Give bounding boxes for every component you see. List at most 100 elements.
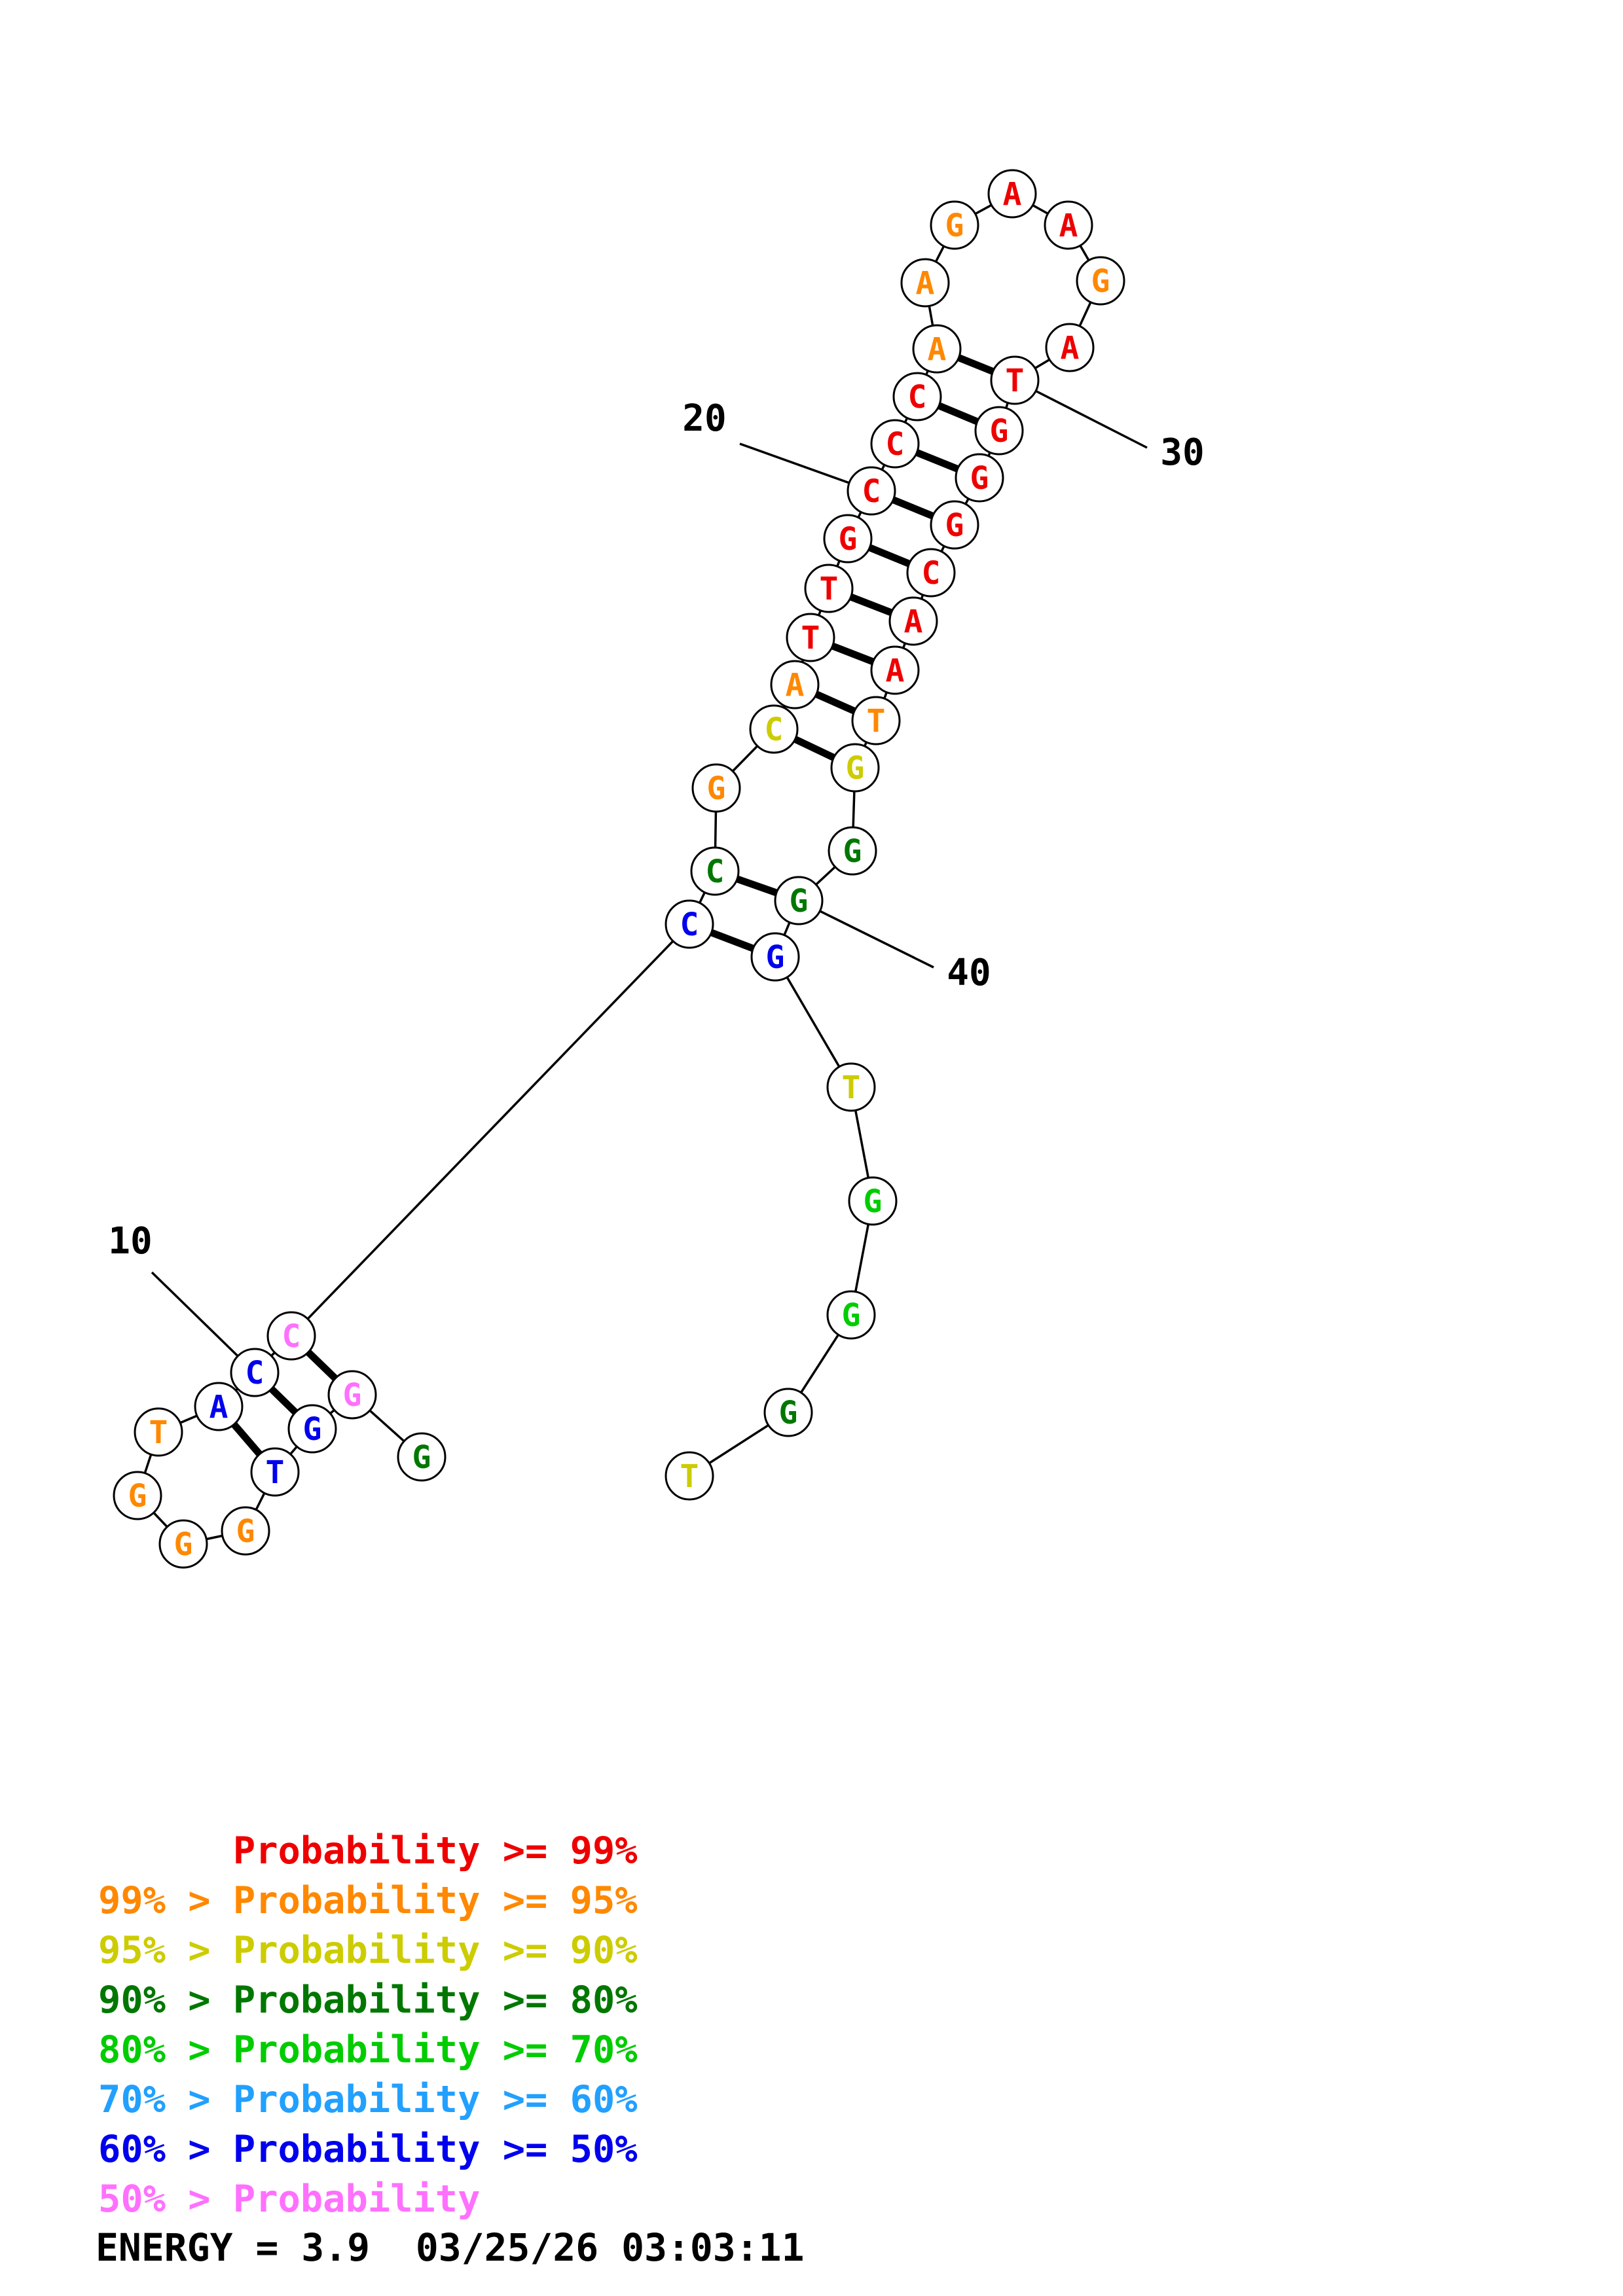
nucleotide-circle [1076, 256, 1125, 306]
nucleotide-circle [987, 169, 1037, 219]
position-label: 10 [108, 1220, 152, 1263]
nucleotide-circle [230, 1348, 280, 1397]
nucleotide-circle [266, 1311, 316, 1361]
base-letter: T [842, 1069, 861, 1106]
base-letter: G [128, 1478, 147, 1515]
base-letter: T [266, 1454, 285, 1491]
legend-row: 80% > Probability >= 70% [98, 2028, 638, 2072]
base-letter: G [970, 460, 989, 497]
base-letter: A [916, 265, 935, 302]
position-label: 20 [682, 397, 726, 440]
base-letter: C [246, 1355, 264, 1391]
nucleotide-circle [870, 645, 920, 695]
nucleotide-circle [906, 548, 956, 598]
base-letter: G [842, 1297, 861, 1334]
energy-status: ENERGY = 3.9 03/25/26 03:03:11 [96, 2225, 805, 2270]
legend-row: Probability >= 99% [98, 1829, 638, 1873]
base-letter: C [282, 1318, 301, 1355]
base-letter: C [862, 473, 881, 510]
base-letter: G [1091, 263, 1110, 300]
nucleotide-circle [930, 500, 979, 550]
legend-row: 60% > Probability >= 50% [98, 2128, 638, 2171]
base-letter: A [1059, 207, 1078, 244]
base-letter: G [174, 1526, 193, 1563]
base-letter: T [1006, 363, 1025, 399]
nucleotide-circle [851, 696, 901, 745]
probability-legend: Probability >= 99% 99% > Probability >= 9… [98, 1826, 638, 2224]
nucleotide-circle [287, 1404, 337, 1454]
base-letter: G [846, 750, 865, 787]
legend-row: 50% > Probability [98, 2178, 481, 2221]
base-letter: A [904, 603, 923, 640]
nucleotide-circle [848, 1176, 898, 1226]
nucleotide-circle [750, 932, 800, 982]
position-label: 40 [947, 952, 991, 994]
nucleotide-circle [194, 1382, 244, 1431]
base-letter: A [886, 653, 905, 689]
legend-row: 70% > Probability >= 60% [98, 2078, 638, 2121]
nucleotide-circle [847, 466, 896, 516]
nucleotide-circle [1044, 200, 1093, 250]
pointer-line [798, 899, 934, 969]
nucleotide-circle [955, 453, 1004, 503]
base-letter: A [1003, 176, 1022, 213]
base-letter: A [928, 331, 947, 368]
nucleotide-circle [1045, 323, 1095, 372]
base-letter: G [864, 1183, 883, 1220]
base-letter: G [843, 833, 862, 870]
nucleotide-circle [690, 846, 740, 896]
base-letter: C [680, 906, 699, 943]
legend-row: 99% > Probability >= 95% [98, 1879, 638, 1922]
nucleotide-circle [327, 1370, 377, 1420]
nucleotide-circle [870, 419, 920, 469]
nucleotide-circle [749, 704, 799, 754]
nucleotide-circle [823, 514, 873, 564]
base-letter: G [303, 1411, 322, 1448]
base-letter: T [820, 571, 839, 607]
pointer-line [1014, 379, 1148, 449]
nucleotide-circle [900, 258, 950, 308]
nucleotide-circle [250, 1447, 300, 1497]
nucleotide-circle [786, 613, 835, 662]
nucleotide-circle [770, 660, 820, 709]
nucleotide-circle [804, 564, 854, 613]
backbone-line [290, 923, 691, 1337]
nucleotide-circle [826, 1290, 876, 1340]
base-letter: G [945, 507, 964, 544]
nucleotide-circle [888, 596, 938, 646]
base-letter: A [786, 667, 805, 704]
position-label: 30 [1160, 431, 1204, 474]
legend-row: 90% > Probability >= 80% [98, 1979, 638, 2022]
base-letter: C [886, 426, 905, 463]
nucleotide-circle [665, 1451, 714, 1501]
base-letter: G [412, 1439, 431, 1476]
nucleotide-circle [912, 324, 962, 374]
base-letter: C [706, 853, 725, 890]
legend-row: 95% > Probability >= 90% [98, 1929, 638, 1972]
nucleotide-circle [134, 1407, 183, 1457]
base-letter: G [707, 770, 726, 807]
nucleotide-circle [691, 763, 741, 813]
base-letter: G [945, 207, 964, 244]
base-letter: G [990, 413, 1009, 450]
nucleotide-circle [113, 1471, 162, 1520]
base-letter: A [210, 1389, 228, 1426]
nucleotide-circle [763, 1388, 813, 1437]
nucleotide-circle [221, 1506, 270, 1556]
base-letter: C [765, 711, 784, 748]
base-letter: A [1061, 330, 1080, 367]
nucleotide-circle [892, 372, 942, 422]
nucleotide-circle [774, 876, 824, 925]
nucleotide-circle [830, 743, 880, 793]
base-letter: G [839, 521, 858, 558]
nucleotide-circle [930, 200, 979, 250]
base-letter: G [779, 1395, 798, 1431]
base-letter: C [908, 379, 927, 416]
base-letter: G [766, 939, 785, 976]
base-letter: T [680, 1458, 699, 1495]
nucleotide-circle [974, 406, 1024, 456]
nucleotide-circle [397, 1432, 447, 1482]
base-letter: T [867, 703, 886, 740]
base-letter: G [790, 883, 809, 920]
